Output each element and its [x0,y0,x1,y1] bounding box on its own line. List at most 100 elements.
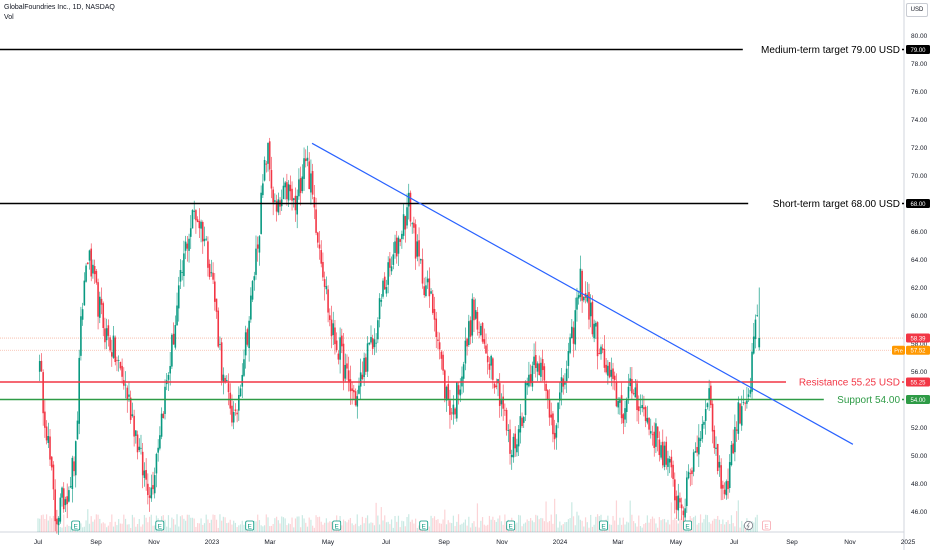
volume-bar [554,498,556,532]
volume-bar [720,524,722,532]
volume-bar [63,514,65,532]
volume-bar [217,527,219,532]
volume-bar [365,517,367,532]
candle-body [315,209,317,233]
volume-bar [705,514,707,532]
candle-body [756,315,758,317]
candle-body [413,222,415,228]
volume-bar [645,522,647,532]
volume-bar [531,520,533,532]
candle-body [459,389,462,396]
volume-bar [320,521,322,532]
candle-body [571,326,573,339]
candle-body [725,481,728,496]
candle-body [454,408,456,415]
candle-body [576,297,578,310]
volume-bar [610,524,612,532]
level-label-bg [823,393,902,406]
candle-body [251,281,254,300]
candle-body [643,407,645,410]
volume-bar [413,523,415,532]
volume-bar [699,514,702,532]
candle-body [68,490,70,502]
volume-bar [401,520,403,532]
volume-bar [166,526,168,532]
candle-body [224,377,226,382]
candle-body [332,323,335,336]
volume-bar [97,514,99,532]
candle-body [610,369,613,377]
volume-bar [263,525,266,532]
volume-bar [454,526,456,532]
volume-bar [118,519,120,532]
dividend-event-icon [743,520,754,531]
candle-body [689,473,692,475]
volume-bar [612,515,614,532]
candle-body [368,342,371,345]
volume-bar [363,523,365,532]
candle-body [607,365,609,376]
volume-bar [442,519,444,532]
candles [38,137,761,535]
volume-bar [305,522,307,532]
volume-bar [147,522,149,532]
candle-body [289,184,292,192]
candle-body [476,312,479,330]
candle-body [380,300,383,302]
volume-bar [409,521,412,532]
volume-bar [502,524,504,532]
candle-body [605,364,607,373]
candle-body [593,323,595,339]
volume-bar [406,517,408,532]
price-badge [906,345,930,355]
candle-body [483,339,486,344]
volume-bar [262,526,264,532]
volume-bar [385,522,388,532]
level-badge-label: 68.00 [910,202,926,208]
volume-bar [275,516,278,532]
candle-body [112,335,115,358]
volume-bar [530,518,532,532]
level-badge-label: 54.00 [910,398,926,404]
candle-body [140,447,142,449]
volume-bar [87,509,89,532]
volume-bar [466,525,468,532]
candle-body [124,384,127,386]
dividend-event-glyph [746,522,750,529]
candle-body [177,285,180,309]
candle-body [172,333,175,345]
volume-bar [552,523,554,532]
volume-bar [730,515,733,532]
volume-bar [231,524,233,532]
volume-bar [488,515,491,532]
volume-bar [703,519,705,532]
volume-bar [428,526,430,532]
volume-bar [121,523,123,532]
volume-bar [342,519,345,532]
candle-body [667,458,669,467]
volume-bar [711,520,714,532]
volume-bar [516,522,518,532]
volume-bar [366,515,369,532]
currency-button[interactable]: USD [906,3,928,17]
candle-body [304,158,307,162]
volume-bar [588,527,590,532]
time-tick-label: 2024 [553,539,568,546]
volume-bar [253,520,255,532]
volume-bar [361,516,364,532]
volume-bar [737,500,739,532]
candle-body [603,348,606,368]
volume-bar [408,514,410,532]
earnings-marker [245,520,255,531]
volume-bar [80,523,82,532]
time-tick-label: May [670,539,683,546]
candle-body [201,222,204,242]
volume-bar [130,527,132,532]
volume-bar [212,514,214,532]
candle-body [292,198,295,201]
candle-body [330,319,333,337]
volume-bar [614,520,616,532]
candle-body [116,359,118,361]
candle-body [188,238,190,251]
